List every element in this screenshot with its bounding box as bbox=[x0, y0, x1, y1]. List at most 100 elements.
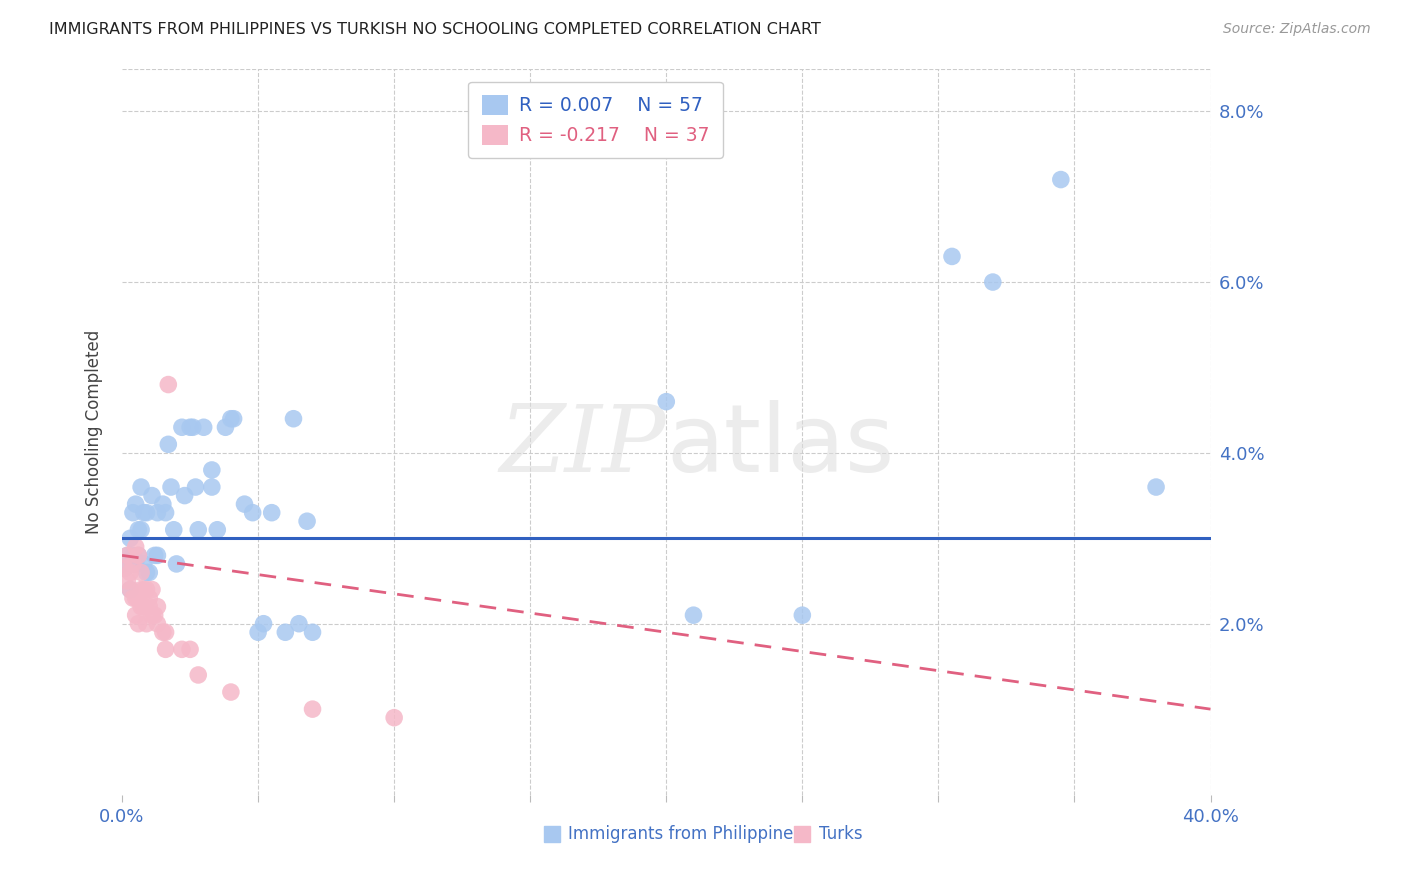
Point bbox=[124, 608, 146, 623]
Point bbox=[155, 642, 177, 657]
Point bbox=[155, 506, 177, 520]
Point bbox=[260, 506, 283, 520]
Point bbox=[129, 480, 152, 494]
Point bbox=[274, 625, 297, 640]
Point bbox=[152, 625, 174, 640]
Point bbox=[132, 506, 155, 520]
Point bbox=[157, 437, 180, 451]
Point bbox=[146, 616, 169, 631]
Point bbox=[132, 582, 155, 597]
Point bbox=[117, 549, 139, 563]
Point bbox=[655, 394, 678, 409]
Point bbox=[173, 489, 195, 503]
Point bbox=[157, 377, 180, 392]
Point bbox=[1144, 480, 1167, 494]
Point bbox=[120, 582, 142, 597]
Point bbox=[127, 523, 149, 537]
Point bbox=[117, 549, 139, 563]
Point bbox=[155, 625, 177, 640]
Point bbox=[138, 591, 160, 606]
Point bbox=[120, 582, 142, 597]
Point bbox=[301, 702, 323, 716]
Point bbox=[247, 625, 270, 640]
Point bbox=[207, 523, 229, 537]
Point bbox=[295, 514, 318, 528]
Point bbox=[163, 523, 186, 537]
Point bbox=[114, 561, 136, 575]
Point bbox=[135, 616, 157, 631]
Point bbox=[129, 566, 152, 580]
Point bbox=[160, 480, 183, 494]
Point bbox=[122, 506, 145, 520]
Point bbox=[233, 497, 256, 511]
Point bbox=[129, 523, 152, 537]
Point bbox=[252, 616, 274, 631]
Point bbox=[941, 249, 963, 263]
Point bbox=[184, 480, 207, 494]
Point bbox=[242, 506, 264, 520]
Point bbox=[120, 566, 142, 580]
Y-axis label: No Schooling Completed: No Schooling Completed bbox=[86, 329, 103, 533]
Point bbox=[135, 582, 157, 597]
Point bbox=[981, 275, 1004, 289]
Point bbox=[301, 625, 323, 640]
Point bbox=[132, 599, 155, 614]
Point bbox=[201, 463, 224, 477]
Point bbox=[288, 616, 311, 631]
Text: atlas: atlas bbox=[666, 400, 894, 492]
Point bbox=[122, 557, 145, 571]
Point bbox=[141, 582, 163, 597]
Text: Immigrants from Philippines: Immigrants from Philippines bbox=[568, 825, 803, 844]
Point bbox=[129, 582, 152, 597]
Point bbox=[179, 642, 201, 657]
Point bbox=[382, 711, 405, 725]
Point bbox=[201, 480, 224, 494]
Point bbox=[122, 591, 145, 606]
Point bbox=[124, 591, 146, 606]
Point bbox=[219, 685, 242, 699]
Point bbox=[124, 497, 146, 511]
Point bbox=[132, 557, 155, 571]
Point bbox=[127, 591, 149, 606]
Point bbox=[792, 608, 814, 623]
Legend: R = 0.007    N = 57, R = -0.217    N = 37: R = 0.007 N = 57, R = -0.217 N = 37 bbox=[468, 81, 723, 158]
Point bbox=[187, 523, 209, 537]
Point bbox=[141, 489, 163, 503]
Point bbox=[122, 549, 145, 563]
Point bbox=[120, 531, 142, 545]
Point bbox=[146, 506, 169, 520]
Point bbox=[219, 411, 242, 425]
Point bbox=[114, 561, 136, 575]
Point bbox=[127, 549, 149, 563]
Point bbox=[283, 411, 305, 425]
Point bbox=[170, 642, 193, 657]
Point bbox=[127, 549, 149, 563]
Point bbox=[222, 411, 245, 425]
Point bbox=[135, 566, 157, 580]
Point bbox=[187, 668, 209, 682]
Point bbox=[135, 506, 157, 520]
Point bbox=[146, 599, 169, 614]
Point bbox=[146, 549, 169, 563]
Point bbox=[141, 608, 163, 623]
Point bbox=[129, 599, 152, 614]
Text: Source: ZipAtlas.com: Source: ZipAtlas.com bbox=[1223, 22, 1371, 37]
Point bbox=[127, 616, 149, 631]
Point bbox=[193, 420, 215, 434]
Point bbox=[1050, 172, 1073, 186]
Point bbox=[179, 420, 201, 434]
Point bbox=[181, 420, 204, 434]
Point bbox=[117, 574, 139, 588]
Point bbox=[143, 549, 166, 563]
Point bbox=[124, 557, 146, 571]
Point bbox=[166, 557, 188, 571]
Point bbox=[152, 497, 174, 511]
Point bbox=[138, 599, 160, 614]
Point bbox=[143, 608, 166, 623]
Point bbox=[138, 566, 160, 580]
Point bbox=[682, 608, 704, 623]
Point bbox=[124, 540, 146, 554]
Point bbox=[170, 420, 193, 434]
Text: IMMIGRANTS FROM PHILIPPINES VS TURKISH NO SCHOOLING COMPLETED CORRELATION CHART: IMMIGRANTS FROM PHILIPPINES VS TURKISH N… bbox=[49, 22, 821, 37]
Point bbox=[214, 420, 236, 434]
